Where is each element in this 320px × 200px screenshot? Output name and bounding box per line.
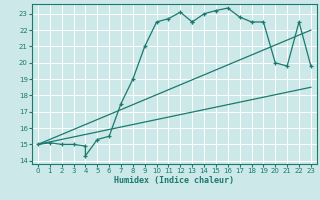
X-axis label: Humidex (Indice chaleur): Humidex (Indice chaleur) [115, 176, 234, 185]
